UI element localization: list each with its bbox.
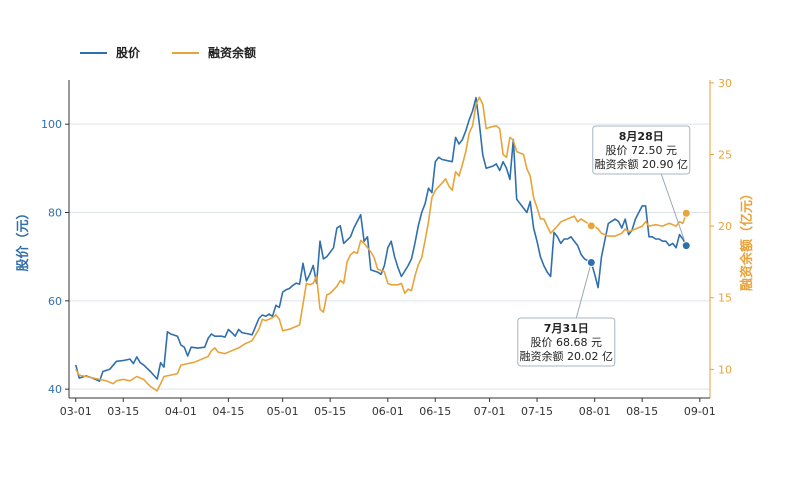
- y-right-tick-label: 10: [718, 363, 732, 376]
- x-tick-label: 07-01: [474, 405, 506, 418]
- y-axis-right-title: 融资余额（亿元）: [739, 187, 755, 291]
- annotation-price-dot-0: [586, 257, 596, 267]
- y-left-tick-label: 100: [41, 118, 62, 131]
- annotation-box-0: [517, 317, 616, 367]
- annotation-price-dot-1: [681, 241, 691, 251]
- legend-label-0: 股价: [116, 45, 141, 60]
- annotation-text-line: 股价 68.68 元: [531, 336, 602, 349]
- y-right-tick-label: 25: [718, 148, 732, 161]
- annotation-connector-1: [660, 173, 687, 246]
- x-tick-label: 05-01: [267, 405, 299, 418]
- y-left-tick-label: 60: [48, 295, 62, 308]
- price-series-line: [75, 96, 688, 382]
- annotation-text-line: 融资余额 20.02 亿: [520, 349, 613, 363]
- x-tick-label: 03-15: [107, 405, 139, 418]
- y-right-tick-label: 20: [718, 220, 732, 233]
- x-tick-label: 08-01: [579, 405, 611, 418]
- x-tick-label: 04-15: [212, 405, 244, 418]
- annotation-text-line: 7月31日: [544, 322, 589, 335]
- x-tick-label: 07-15: [521, 405, 553, 418]
- x-tick-label: 06-01: [372, 405, 404, 418]
- annotation-text-line: 股价 72.50 元: [606, 144, 677, 157]
- x-tick-label: 04-01: [165, 405, 197, 418]
- x-tick-label: 08-15: [626, 405, 658, 418]
- annotation-text-line: 融资余额 20.90 亿: [595, 157, 688, 171]
- x-tick-label: 03-01: [60, 405, 92, 418]
- y-axis-left-title: 股价（元）: [15, 206, 31, 271]
- y-right-tick-label: 30: [718, 77, 732, 90]
- y-left-tick-label: 80: [48, 207, 62, 220]
- x-tick-label: 05-15: [314, 405, 346, 418]
- annotation-connector-0: [575, 262, 592, 319]
- y-left-tick-label: 40: [48, 383, 62, 396]
- legend-label-1: 融资余额: [208, 45, 256, 60]
- x-tick-label: 09-01: [684, 405, 716, 418]
- annotation-margin-dot-1: [681, 208, 691, 218]
- annotation-text-line: 8月28日: [619, 130, 664, 143]
- annotation-box-1: [592, 125, 691, 175]
- x-tick-label: 06-15: [419, 405, 451, 418]
- y-right-tick-label: 15: [718, 292, 732, 305]
- margin-series-line: [75, 96, 688, 392]
- annotation-margin-dot-0: [586, 221, 596, 231]
